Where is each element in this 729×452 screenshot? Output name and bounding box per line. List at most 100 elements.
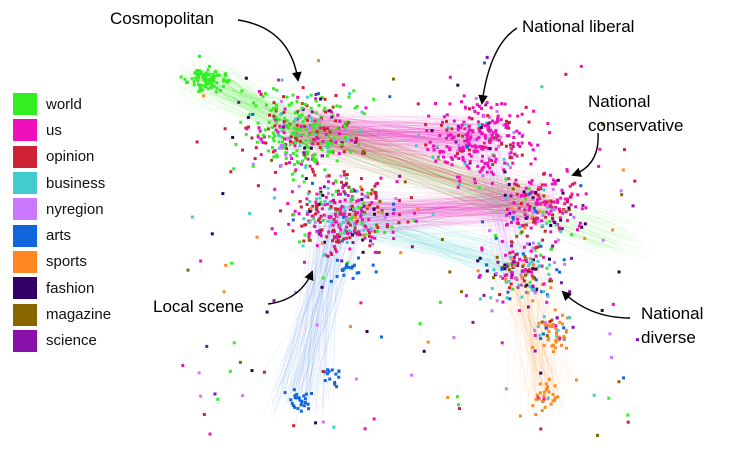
- graph-edge: [349, 213, 525, 248]
- graph-node: [491, 163, 495, 167]
- graph-node: [360, 110, 364, 114]
- graph-node: [509, 194, 513, 198]
- graph-node: [344, 216, 348, 220]
- graph-node: [327, 174, 331, 178]
- graph-node: [315, 162, 319, 166]
- graph-node: [295, 392, 299, 396]
- graph-node: [428, 140, 432, 144]
- graph-node: [355, 231, 359, 235]
- graph-node: [317, 92, 321, 96]
- graph-node: [285, 147, 289, 151]
- graph-node: [503, 274, 507, 278]
- graph-node: [556, 238, 560, 242]
- graph-node: [551, 208, 555, 212]
- graph-edge: [366, 220, 532, 225]
- graph-node: [348, 212, 352, 216]
- graph-node: [311, 155, 315, 159]
- graph-node: [426, 147, 430, 151]
- graph-node: [544, 203, 548, 207]
- graph-node: [527, 268, 531, 272]
- graph-node: [455, 395, 459, 399]
- graph-edge: [365, 224, 508, 255]
- graph-node: [319, 214, 323, 218]
- legend-swatch: [13, 93, 37, 116]
- graph-node: [349, 231, 353, 235]
- graph-node: [541, 332, 545, 336]
- graph-node: [579, 64, 583, 68]
- graph-node: [347, 120, 351, 124]
- graph-node: [321, 193, 325, 197]
- graph-node: [551, 322, 555, 326]
- graph-node: [534, 254, 538, 258]
- graph-edge: [299, 232, 361, 393]
- graph-node: [450, 157, 454, 161]
- graph-node: [240, 89, 244, 93]
- graph-node: [329, 205, 333, 209]
- legend-item-sports: sports: [13, 249, 111, 275]
- graph-node: [347, 185, 351, 189]
- graph-node: [537, 196, 541, 200]
- graph-node: [362, 233, 366, 237]
- graph-node: [559, 218, 563, 222]
- graph-node: [487, 121, 491, 125]
- graph-edge: [296, 131, 476, 133]
- graph-node: [334, 93, 338, 97]
- graph-node: [345, 176, 349, 180]
- graph-node: [355, 189, 359, 193]
- graph-node: [323, 168, 327, 172]
- graph-node: [335, 240, 339, 244]
- graph-node: [521, 224, 525, 228]
- graph-node: [272, 87, 276, 91]
- graph-node: [331, 239, 335, 243]
- graph-edge: [313, 123, 485, 137]
- graph-node: [521, 133, 525, 137]
- graph-node: [435, 145, 439, 149]
- graph-edge: [267, 119, 483, 139]
- graph-node: [383, 216, 387, 220]
- graph-node: [306, 192, 310, 196]
- graph-node: [343, 135, 347, 139]
- graph-node: [471, 130, 475, 134]
- graph-edge: [309, 124, 548, 216]
- graph-node: [457, 156, 461, 160]
- graph-node: [213, 70, 217, 74]
- graph-node: [354, 211, 358, 215]
- graph-node: [340, 239, 344, 243]
- graph-node: [509, 240, 513, 244]
- graph-node: [468, 143, 472, 147]
- graph-node: [571, 182, 575, 186]
- graph-node: [290, 401, 294, 405]
- graph-edge: [341, 188, 513, 256]
- graph-edge: [344, 214, 529, 288]
- graph-node: [547, 212, 551, 216]
- graph-node: [351, 264, 355, 268]
- graph-node: [561, 322, 565, 326]
- graph-node: [229, 170, 233, 174]
- graph-node: [342, 273, 346, 277]
- graph-node: [521, 265, 525, 269]
- graph-node: [497, 144, 501, 148]
- graph-edge: [340, 190, 502, 217]
- graph-node: [539, 371, 543, 375]
- graph-node: [203, 73, 207, 77]
- graph-node: [477, 275, 481, 279]
- graph-edge: [213, 89, 315, 112]
- graph-edge: [460, 141, 503, 264]
- graph-node: [556, 395, 560, 399]
- graph-node: [302, 394, 306, 398]
- graph-node: [495, 255, 499, 259]
- graph-edge: [324, 128, 536, 189]
- graph-node: [314, 421, 318, 425]
- graph-node: [275, 106, 279, 110]
- graph-edge: [538, 270, 548, 402]
- graph-node: [262, 370, 266, 374]
- graph-node: [562, 335, 566, 339]
- graph-edge: [329, 139, 473, 154]
- graph-node: [525, 260, 529, 264]
- graph-node: [300, 174, 304, 178]
- graph-node: [248, 112, 252, 116]
- graph-node: [279, 99, 283, 103]
- graph-edge: [293, 126, 647, 244]
- graph-node: [377, 250, 381, 254]
- graph-edge: [347, 211, 536, 285]
